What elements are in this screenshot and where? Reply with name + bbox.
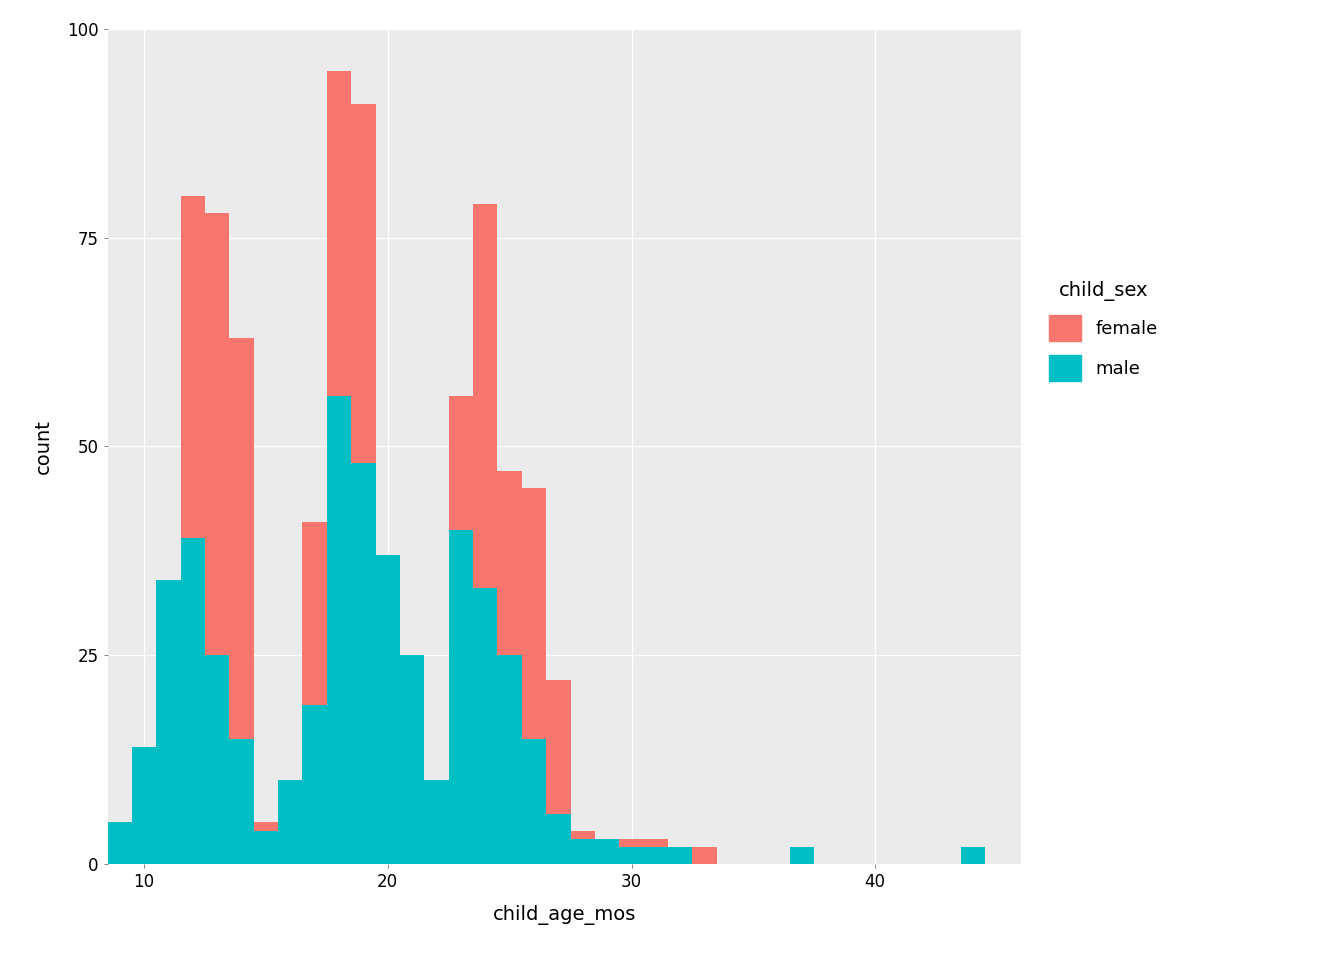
Bar <box>230 338 254 864</box>
Bar <box>790 848 814 864</box>
Bar <box>961 848 985 864</box>
Bar <box>401 656 425 864</box>
X-axis label: child_age_mos: child_age_mos <box>493 905 636 924</box>
Bar <box>620 839 644 864</box>
Bar <box>206 212 230 864</box>
Bar <box>449 530 473 864</box>
Bar <box>571 830 595 864</box>
Bar <box>327 71 351 864</box>
Y-axis label: count: count <box>34 419 52 474</box>
Bar <box>302 521 327 864</box>
Bar <box>449 396 473 864</box>
Bar <box>497 656 521 864</box>
Bar <box>180 196 206 864</box>
Bar <box>254 822 278 864</box>
Bar <box>156 580 180 864</box>
Bar <box>546 681 571 864</box>
Bar <box>644 839 668 864</box>
Bar <box>595 839 620 864</box>
Bar <box>230 739 254 864</box>
Bar <box>425 780 449 864</box>
Bar <box>156 613 180 864</box>
Legend: female, male: female, male <box>1040 272 1167 390</box>
Bar <box>473 588 497 864</box>
Bar <box>668 848 692 864</box>
Bar <box>132 747 156 864</box>
Bar <box>595 839 620 864</box>
Bar <box>668 848 692 864</box>
Bar <box>401 855 425 864</box>
Bar <box>108 839 132 864</box>
Bar <box>375 848 401 864</box>
Bar <box>254 830 278 864</box>
Bar <box>521 488 546 864</box>
Bar <box>425 780 449 864</box>
Bar <box>546 814 571 864</box>
Bar <box>620 848 644 864</box>
Bar <box>790 848 814 864</box>
Bar <box>644 848 668 864</box>
Bar <box>108 822 132 864</box>
Bar <box>351 463 375 864</box>
Bar <box>132 780 156 864</box>
Bar <box>473 204 497 864</box>
Bar <box>351 104 375 864</box>
Bar <box>961 848 985 864</box>
Bar <box>278 780 302 864</box>
Bar <box>521 739 546 864</box>
Bar <box>180 539 206 864</box>
Bar <box>692 848 716 864</box>
Bar <box>302 706 327 864</box>
Bar <box>571 839 595 864</box>
Bar <box>375 555 401 864</box>
Bar <box>278 822 302 864</box>
Bar <box>206 656 230 864</box>
Bar <box>497 471 521 864</box>
Bar <box>327 396 351 864</box>
